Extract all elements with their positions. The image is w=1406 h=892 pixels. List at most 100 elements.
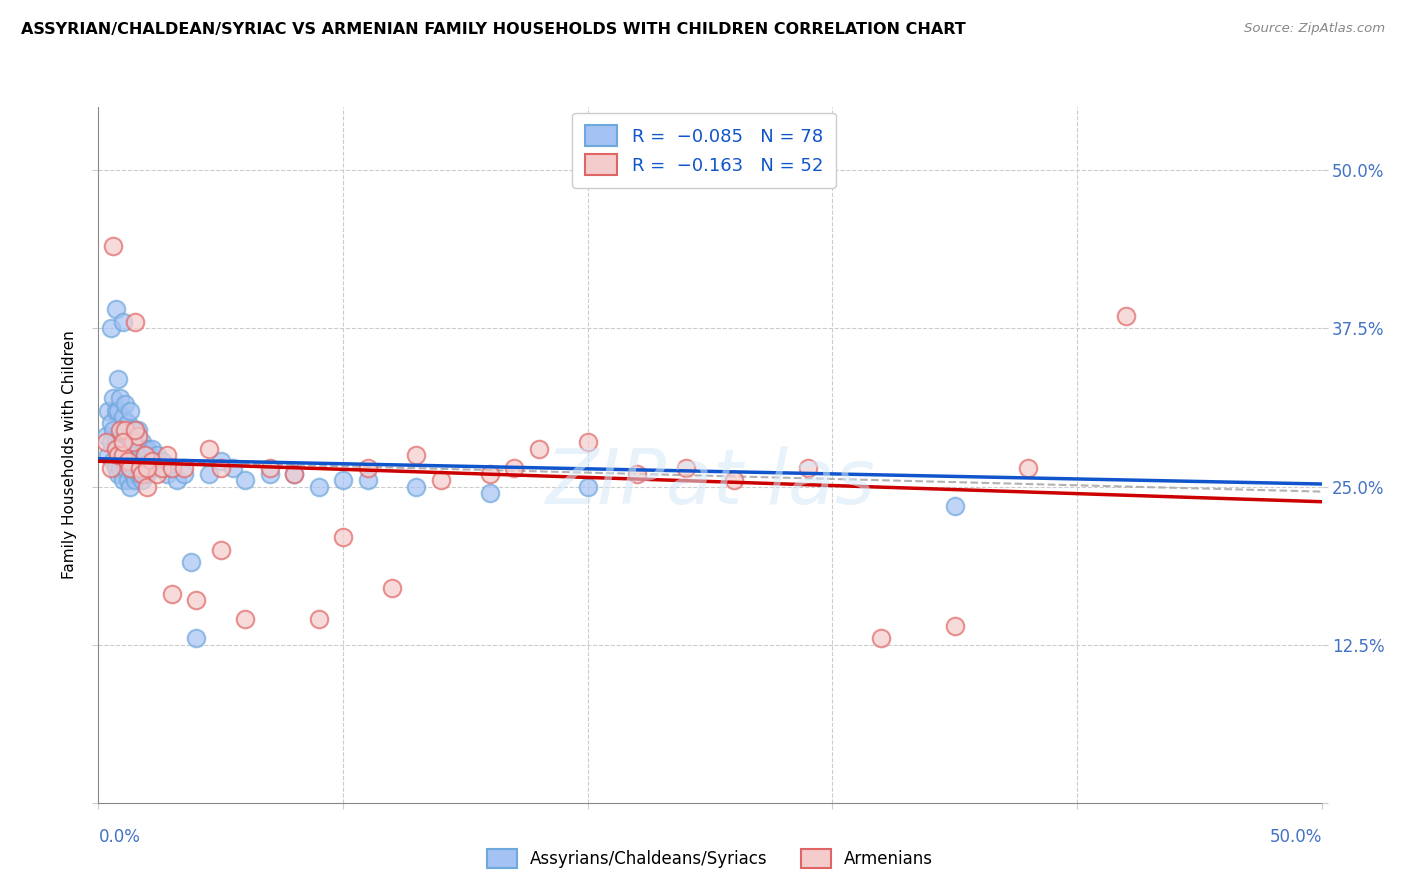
Point (127, 448, 149, 462)
Point (117, 417, 139, 431)
Point (478, 467, 501, 481)
Point (1017, 460, 1039, 475)
Point (308, 612, 330, 626)
Point (124, 423, 146, 437)
Point (94, 435, 117, 450)
Point (173, 460, 195, 475)
Point (120, 479, 142, 493)
Point (626, 467, 648, 481)
Point (121, 435, 143, 450)
Point (134, 448, 156, 462)
Point (134, 467, 156, 481)
Point (1115, 309, 1137, 323)
Point (149, 460, 172, 475)
Point (173, 467, 195, 481)
Point (114, 423, 136, 437)
Point (143, 454, 166, 468)
Point (104, 403, 127, 417)
Point (111, 473, 134, 487)
Point (723, 473, 745, 487)
Point (675, 460, 697, 475)
Point (129, 442, 152, 456)
Point (104, 442, 127, 456)
Point (100, 460, 122, 475)
Point (107, 467, 129, 481)
Point (127, 429, 149, 443)
Point (131, 467, 153, 481)
Point (209, 454, 232, 468)
Point (166, 473, 188, 487)
Point (146, 467, 169, 481)
Point (111, 448, 134, 462)
Point (197, 442, 219, 456)
Point (110, 435, 132, 450)
Point (797, 460, 820, 475)
Point (139, 454, 162, 468)
Point (114, 397, 136, 411)
Point (141, 460, 163, 475)
Point (136, 442, 159, 456)
Point (97, 448, 120, 462)
Point (259, 467, 281, 481)
Point (111, 448, 134, 462)
Point (197, 467, 219, 481)
Point (156, 448, 179, 462)
Point (405, 448, 427, 462)
Point (141, 454, 163, 468)
Point (478, 486, 501, 500)
Point (94, 429, 117, 443)
Point (141, 442, 163, 456)
Point (146, 448, 169, 462)
Y-axis label: Family Households with Children: Family Households with Children (62, 331, 77, 579)
Point (131, 454, 153, 468)
Point (233, 612, 256, 626)
Point (150, 454, 173, 468)
Point (160, 587, 183, 601)
Point (186, 632, 208, 646)
Point (114, 460, 136, 475)
Point (101, 454, 124, 468)
Point (150, 460, 173, 475)
Point (943, 499, 966, 513)
Point (209, 542, 232, 557)
Point (124, 423, 146, 437)
Point (117, 448, 139, 462)
Point (107, 448, 129, 462)
Point (110, 423, 132, 437)
Point (129, 467, 152, 481)
Point (124, 315, 146, 329)
Text: ZIPat las: ZIPat las (546, 446, 875, 520)
Point (160, 460, 183, 475)
Point (104, 460, 127, 475)
Point (120, 460, 142, 475)
Point (110, 460, 132, 475)
Point (100, 435, 122, 450)
Point (430, 473, 453, 487)
Point (576, 435, 599, 450)
Point (117, 473, 139, 487)
Point (136, 467, 159, 481)
Point (180, 556, 202, 570)
Point (121, 467, 143, 481)
Text: Source: ZipAtlas.com: Source: ZipAtlas.com (1244, 22, 1385, 36)
Point (233, 473, 256, 487)
Point (259, 460, 281, 475)
Point (104, 302, 127, 317)
Point (127, 423, 149, 437)
Point (576, 479, 599, 493)
Point (131, 473, 153, 487)
Point (186, 593, 208, 607)
Point (101, 423, 124, 437)
Point (131, 435, 153, 450)
Point (156, 467, 179, 481)
Point (222, 460, 245, 475)
Point (121, 423, 143, 437)
Text: 0.0%: 0.0% (98, 828, 141, 846)
Point (107, 372, 129, 386)
Point (283, 467, 305, 481)
Point (124, 448, 146, 462)
Point (124, 473, 146, 487)
Point (121, 448, 143, 462)
Point (111, 435, 134, 450)
Legend: Assyrians/Chaldeans/Syriacs, Armenians: Assyrians/Chaldeans/Syriacs, Armenians (479, 842, 941, 874)
